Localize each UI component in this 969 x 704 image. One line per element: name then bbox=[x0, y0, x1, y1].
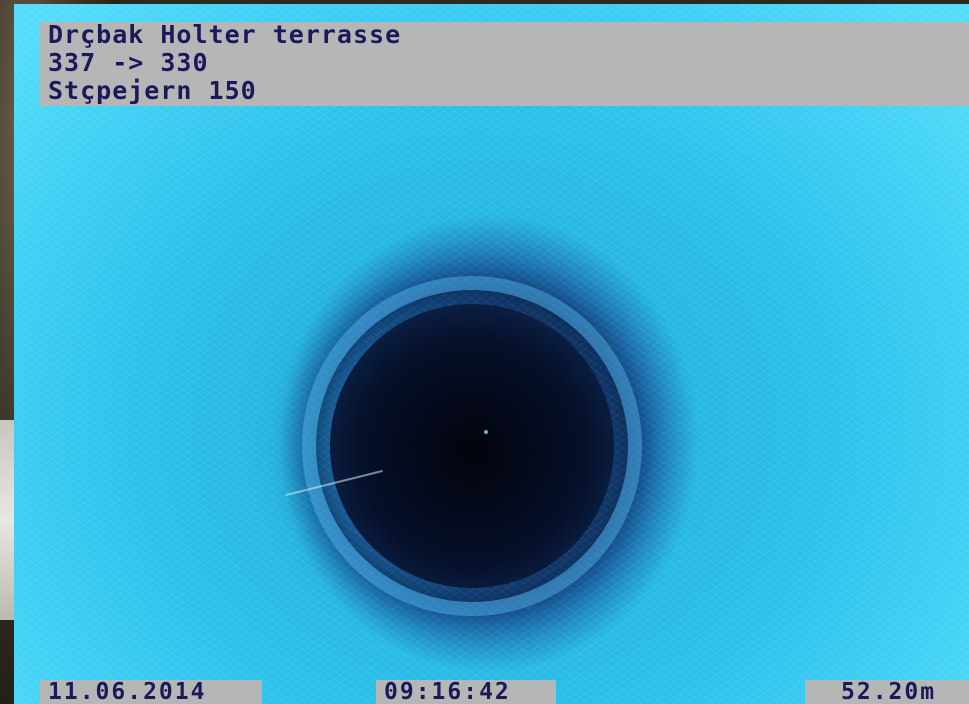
pipe-interior-void bbox=[330, 304, 614, 588]
pipe-material-text: Stçpejern 150 bbox=[48, 76, 257, 105]
info-overlay-panel bbox=[40, 22, 969, 106]
time-readout: 09:16:42 bbox=[376, 680, 556, 704]
pipe-camera-view bbox=[14, 4, 969, 704]
pipe-center-mark bbox=[484, 430, 488, 434]
location-text: Drçbak Holter terrasse bbox=[48, 20, 402, 49]
date-readout: 11.06.2014 bbox=[40, 680, 262, 704]
manhole-section-text: 337 -> 330 bbox=[48, 48, 209, 77]
distance-readout: 52.20m bbox=[805, 680, 969, 704]
